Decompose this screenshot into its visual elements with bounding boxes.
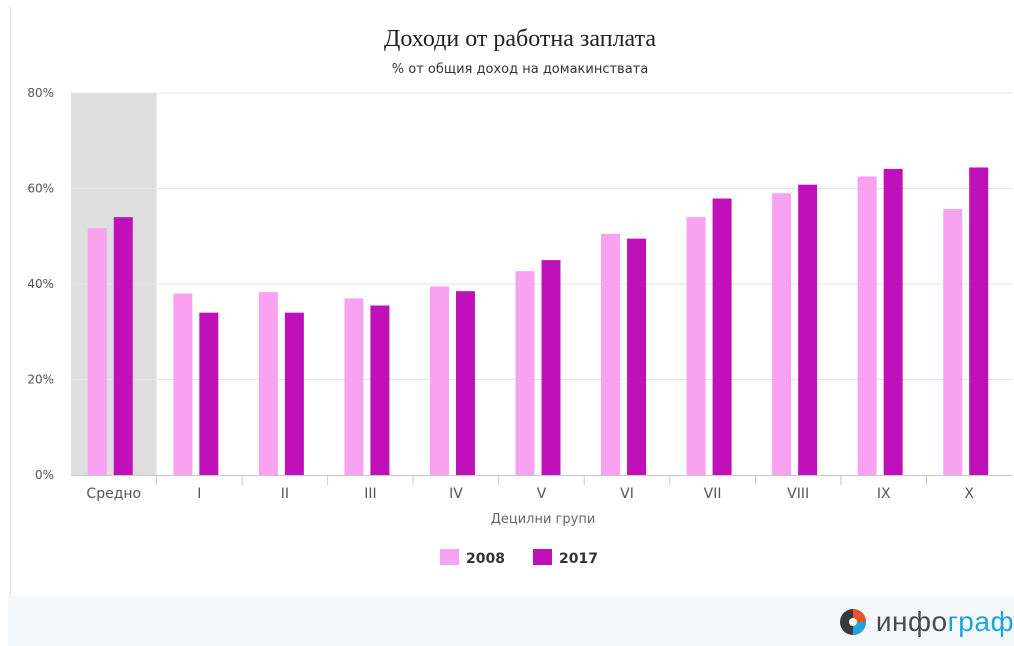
x-tick-label-5: V <box>537 486 547 502</box>
x-tick-label-8: VIII <box>787 486 809 502</box>
x-tick-label-10: X <box>964 486 974 502</box>
bar-2017-4 <box>455 291 475 475</box>
bar-2008-4 <box>429 286 449 475</box>
legend-swatch-2008 <box>440 549 459 565</box>
bar-2017-5 <box>541 260 561 475</box>
x-tick-label-9: IX <box>877 486 891 502</box>
bar-chart: Доходи от работна заплата % от общия дох… <box>27 26 1012 567</box>
bar-2008-8 <box>772 193 792 475</box>
bar-2017-0 <box>113 217 133 475</box>
x-tick-label-4: IV <box>449 486 463 502</box>
y-tick-label-3: 60% <box>27 182 54 196</box>
bar-2008-9 <box>857 176 877 475</box>
y-tick-label-1: 20% <box>27 373 54 387</box>
bar-2008-7 <box>686 217 706 475</box>
legend-label-2017: 2017 <box>559 551 598 567</box>
bar-2008-10 <box>943 209 963 475</box>
bar-2008-1 <box>173 293 193 475</box>
x-tick-label-7: VII <box>704 486 722 502</box>
x-tick-label-3: III <box>364 486 376 502</box>
bar-2008-2 <box>258 292 278 475</box>
bar-2008-3 <box>344 298 364 475</box>
bar-2008-5 <box>515 271 535 475</box>
bar-2017-7 <box>712 198 732 475</box>
infograf-logo: инфограф <box>838 606 1014 638</box>
bar-2017-6 <box>627 238 647 475</box>
bar-2017-10 <box>969 167 989 476</box>
x-tick-label-1: I <box>197 486 201 502</box>
logo-text-part1: инфо <box>875 606 948 637</box>
legend-swatch-2017 <box>533 549 552 565</box>
frame-divider <box>10 6 11 606</box>
bar-2008-0 <box>87 228 107 475</box>
logo-text-part2: граф <box>947 606 1014 637</box>
bar-2008-6 <box>601 233 621 475</box>
logo-text: инфограф <box>876 606 1014 638</box>
chart-subtitle: % от общия доход на домакинствата <box>392 62 648 77</box>
bar-2017-3 <box>370 305 390 475</box>
y-tick-label-4: 80% <box>27 86 54 100</box>
x-axis-title: Децилни групи <box>491 512 596 527</box>
chart-title: Доходи от работна заплата <box>384 26 656 52</box>
legend-label-2008: 2008 <box>466 551 505 567</box>
bar-2017-2 <box>284 312 304 475</box>
y-tick-label-2: 40% <box>27 277 54 291</box>
bar-2017-8 <box>798 184 818 475</box>
infograf-globe-icon <box>839 609 866 635</box>
x-tick-label-6: VI <box>620 486 634 502</box>
x-tick-label-2: II <box>281 486 289 502</box>
bar-2017-9 <box>883 168 903 476</box>
y-tick-label-0: 0% <box>35 468 54 482</box>
x-tick-label-0: Средно <box>86 486 141 502</box>
bar-2017-1 <box>199 312 219 475</box>
